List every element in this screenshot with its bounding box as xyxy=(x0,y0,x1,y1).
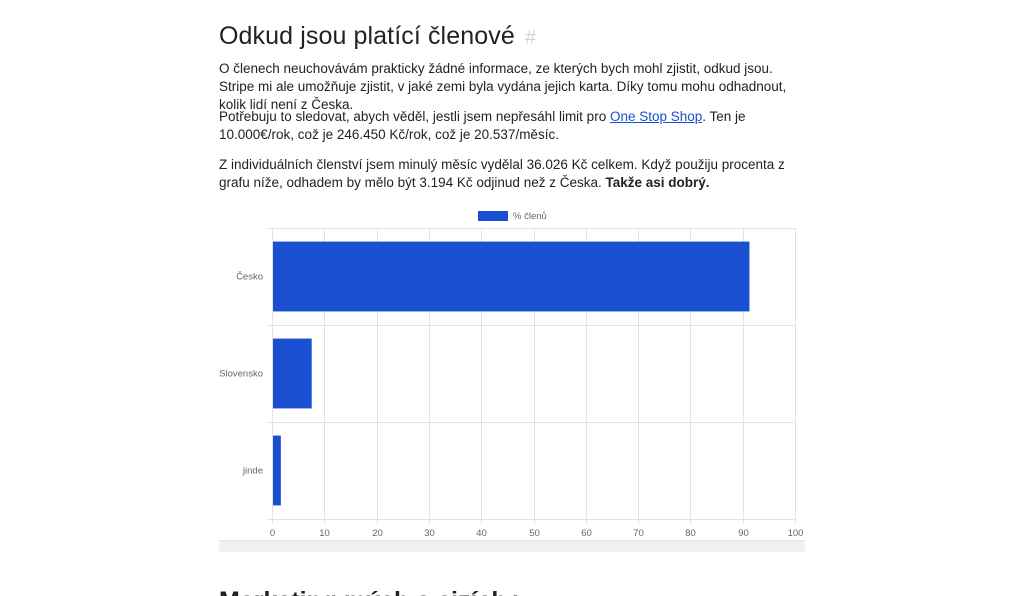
y-category-label: Slovensko xyxy=(219,369,263,380)
paragraph-limit-text-1: Potřebuju to sledovat, abych věděl, jest… xyxy=(219,109,610,124)
horizontal-scrollbar[interactable] xyxy=(219,540,805,552)
paragraph-intro: O členech neuchovávám prakticky žádné in… xyxy=(219,61,787,112)
x-tick-label: 0 xyxy=(270,528,275,539)
section-title-text: Odkud jsou platící členové xyxy=(219,22,515,50)
x-tick-label: 10 xyxy=(319,528,330,539)
x-tick-label: 100 xyxy=(788,528,804,539)
members-origin-chart: % členů 0 10 20 30 40 50 60 70 80 90 100 Česko Sloven… xyxy=(219,204,805,552)
paragraph-limit-text-2: . Ten je 10.000€/rok, což je 246.450 Kč/… xyxy=(219,109,746,142)
legend-label: % členů xyxy=(513,211,547,222)
x-tick-label: 30 xyxy=(424,528,435,539)
paragraph-estimate-bold: Takže asi dobrý. xyxy=(605,175,710,190)
paragraph-estimate-text: Z individuálních členství jsem minulý mě… xyxy=(219,157,785,190)
legend-swatch xyxy=(478,211,508,221)
bar xyxy=(273,435,281,506)
x-tick-label: 80 xyxy=(685,528,696,539)
x-tick-label: 20 xyxy=(372,528,383,539)
chart-svg: % členů 0 10 20 30 40 50 60 70 80 90 100 Česko Sloven… xyxy=(219,211,804,539)
x-tick-label: 70 xyxy=(633,528,644,539)
next-section-title: Marketing mých a cizích videí xyxy=(219,585,519,596)
paragraph-estimate: Z individuálních členství jsem minulý mě… xyxy=(219,156,809,192)
one-stop-shop-link[interactable]: One Stop Shop xyxy=(609,109,703,124)
x-tick-label: 60 xyxy=(581,528,592,539)
section-title: Odkud jsou platící členové # xyxy=(219,22,536,51)
bar xyxy=(273,241,750,312)
y-category-label: jinde xyxy=(242,466,263,477)
y-category-label: Česko xyxy=(236,272,263,283)
heading-anchor-link[interactable]: # xyxy=(524,27,537,49)
next-section-title-text: Marketing mých a cizích videí xyxy=(219,587,519,596)
bar xyxy=(273,338,312,409)
x-tick-label: 40 xyxy=(476,528,487,539)
paragraph-limit: Potřebuju to sledovat, abych věděl, jest… xyxy=(219,108,809,144)
x-tick-label: 90 xyxy=(738,528,749,539)
x-tick-label: 50 xyxy=(529,528,540,539)
